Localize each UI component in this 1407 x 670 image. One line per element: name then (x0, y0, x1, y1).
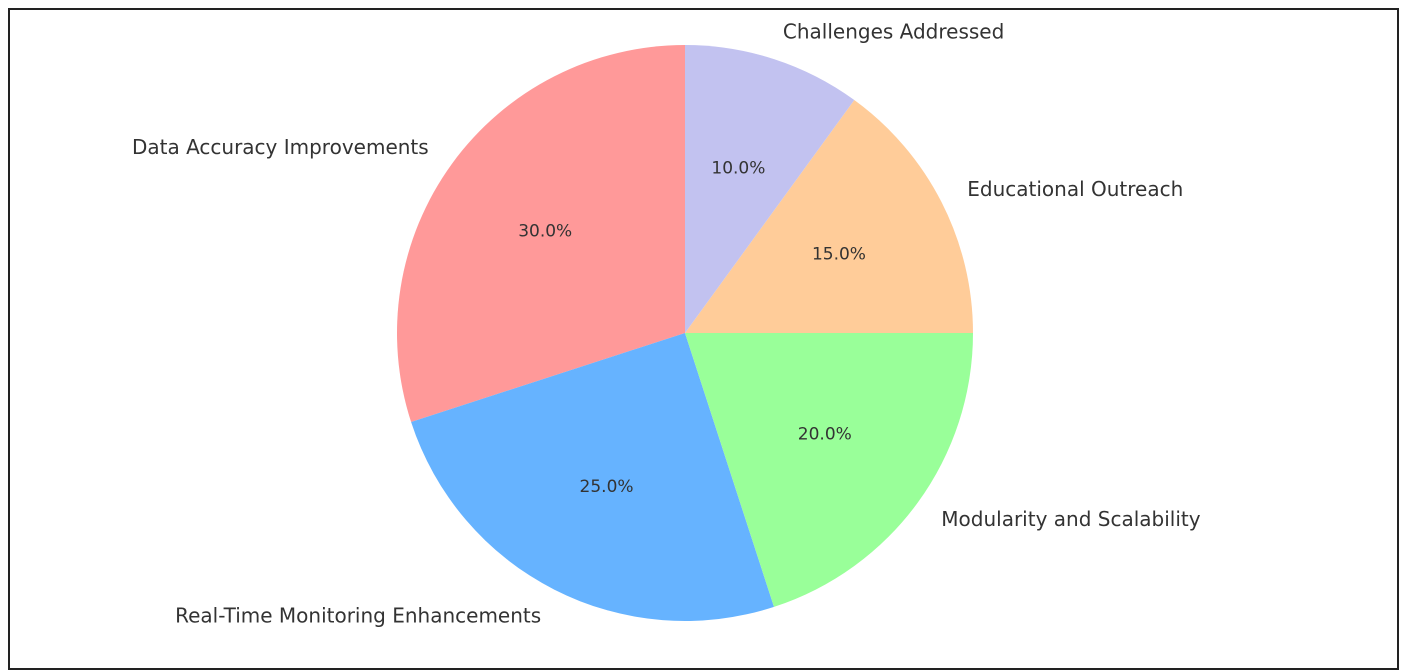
pct-label-modularity-and-scalability: 20.0% (798, 425, 852, 445)
slice-label-data-accuracy-improvements: Data Accuracy Improvements (132, 135, 429, 159)
pie-slice-real-time-monitoring-enhancements (411, 333, 774, 621)
pct-label-challenges-addressed: 10.0% (711, 159, 765, 179)
pct-label-real-time-monitoring-enhancements: 25.0% (580, 477, 634, 497)
slice-label-modularity-and-scalability: Modularity and Scalability (941, 507, 1200, 531)
pie-slice-data-accuracy-improvements (396, 45, 685, 422)
pct-label-data-accuracy-improvements: 30.0% (518, 221, 572, 241)
pct-label-educational-outreach: 15.0% (812, 245, 866, 265)
pie-slice-educational-outreach (685, 100, 973, 333)
slice-labels: Data Accuracy Improvements Real-Time Moni… (132, 20, 1201, 628)
slice-label-educational-outreach: Educational Outreach (967, 177, 1183, 201)
slice-label-real-time-monitoring-enhancements: Real-Time Monitoring Enhancements (175, 603, 541, 627)
pie-slices (396, 45, 973, 621)
slice-label-challenges-addressed: Challenges Addressed (783, 20, 1004, 44)
pie-slice-challenges-addressed (685, 45, 855, 333)
percentage-labels: 30.0% 25.0% 20.0% 15.0% 10.0% (518, 159, 866, 497)
pie-slice-modularity-and-scalability (685, 333, 973, 607)
